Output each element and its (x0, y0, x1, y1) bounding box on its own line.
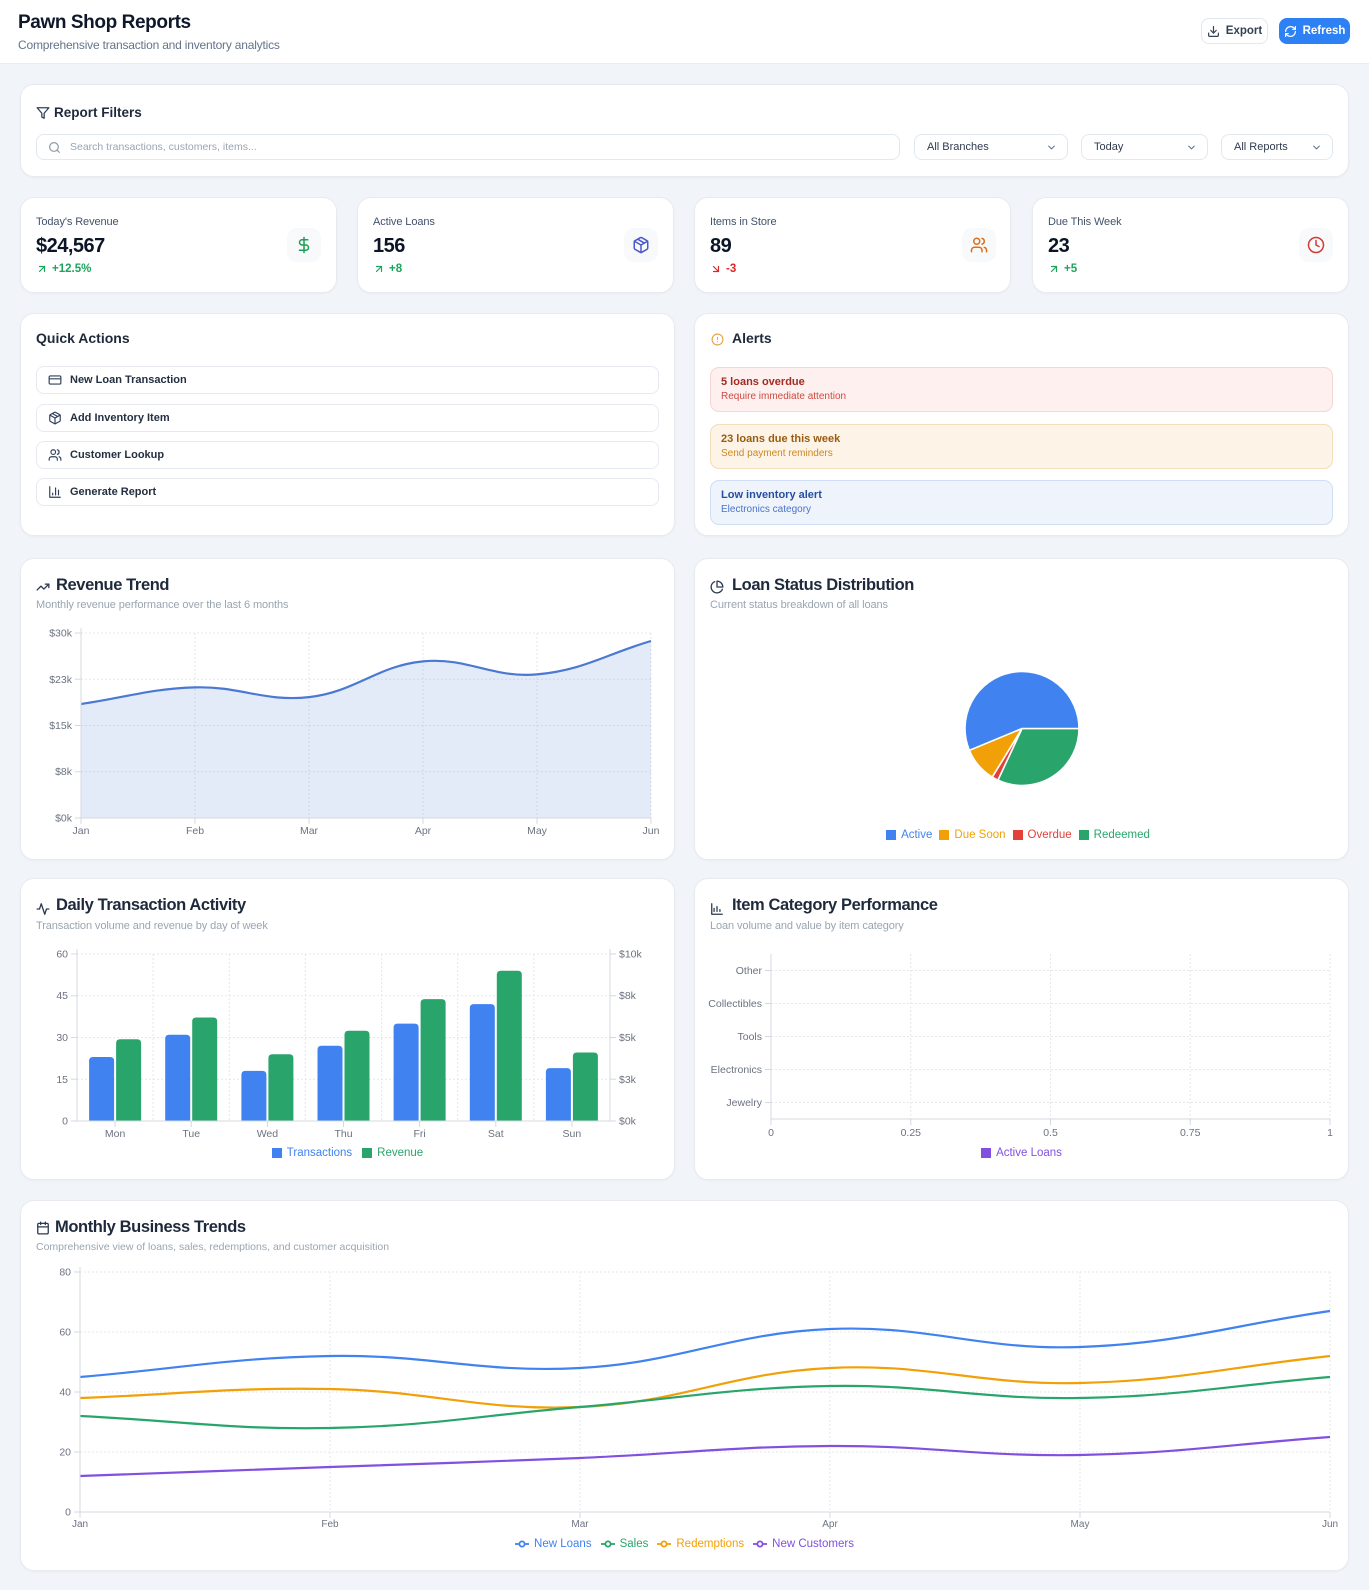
svg-text:Mar: Mar (300, 825, 319, 837)
svg-text:Jan: Jan (72, 1519, 88, 1530)
svg-text:1: 1 (1327, 1127, 1333, 1139)
svg-text:Sun: Sun (563, 1128, 582, 1140)
svg-text:Tools: Tools (737, 1031, 762, 1043)
svg-text:Other: Other (736, 965, 763, 977)
svg-text:May: May (1071, 1519, 1090, 1530)
svg-text:$10k: $10k (619, 949, 643, 961)
svg-text:0: 0 (62, 1116, 68, 1128)
svg-text:Jewelry: Jewelry (726, 1097, 762, 1109)
svg-text:45: 45 (56, 990, 68, 1002)
svg-text:Feb: Feb (321, 1519, 339, 1530)
svg-text:$0k: $0k (619, 1116, 637, 1128)
svg-text:15: 15 (56, 1074, 68, 1086)
svg-text:0.5: 0.5 (1043, 1127, 1058, 1139)
svg-text:Mon: Mon (105, 1128, 126, 1140)
svg-text:Apr: Apr (415, 825, 432, 837)
svg-text:$23k: $23k (49, 674, 73, 686)
svg-text:May: May (527, 825, 548, 837)
svg-text:0: 0 (65, 1507, 71, 1519)
svg-text:Thu: Thu (334, 1128, 352, 1140)
svg-text:Electronics: Electronics (711, 1064, 762, 1076)
svg-text:Jun: Jun (1322, 1519, 1338, 1530)
svg-text:$3k: $3k (619, 1074, 637, 1086)
svg-text:0.75: 0.75 (1180, 1127, 1201, 1139)
svg-text:60: 60 (59, 1327, 71, 1339)
svg-text:Collectibles: Collectibles (708, 998, 762, 1010)
svg-text:0.25: 0.25 (901, 1127, 922, 1139)
svg-text:Wed: Wed (257, 1128, 279, 1140)
svg-text:40: 40 (59, 1387, 71, 1399)
svg-text:30: 30 (56, 1032, 68, 1044)
svg-text:Jan: Jan (73, 825, 90, 837)
svg-text:Mar: Mar (571, 1519, 589, 1530)
svg-text:Jun: Jun (643, 825, 660, 837)
svg-text:Feb: Feb (186, 825, 204, 837)
svg-text:60: 60 (56, 949, 68, 961)
svg-text:$15k: $15k (49, 720, 73, 732)
svg-text:20: 20 (59, 1447, 71, 1459)
svg-text:Tue: Tue (182, 1128, 200, 1140)
svg-text:Apr: Apr (822, 1519, 838, 1530)
svg-text:$8k: $8k (55, 766, 73, 778)
svg-text:Fri: Fri (413, 1128, 425, 1140)
svg-text:Sat: Sat (488, 1128, 504, 1140)
svg-text:$5k: $5k (619, 1032, 637, 1044)
svg-text:$0k: $0k (55, 813, 73, 825)
svg-text:$8k: $8k (619, 990, 637, 1002)
svg-text:0: 0 (768, 1127, 774, 1139)
svg-text:80: 80 (59, 1267, 71, 1279)
svg-text:$30k: $30k (49, 628, 73, 640)
